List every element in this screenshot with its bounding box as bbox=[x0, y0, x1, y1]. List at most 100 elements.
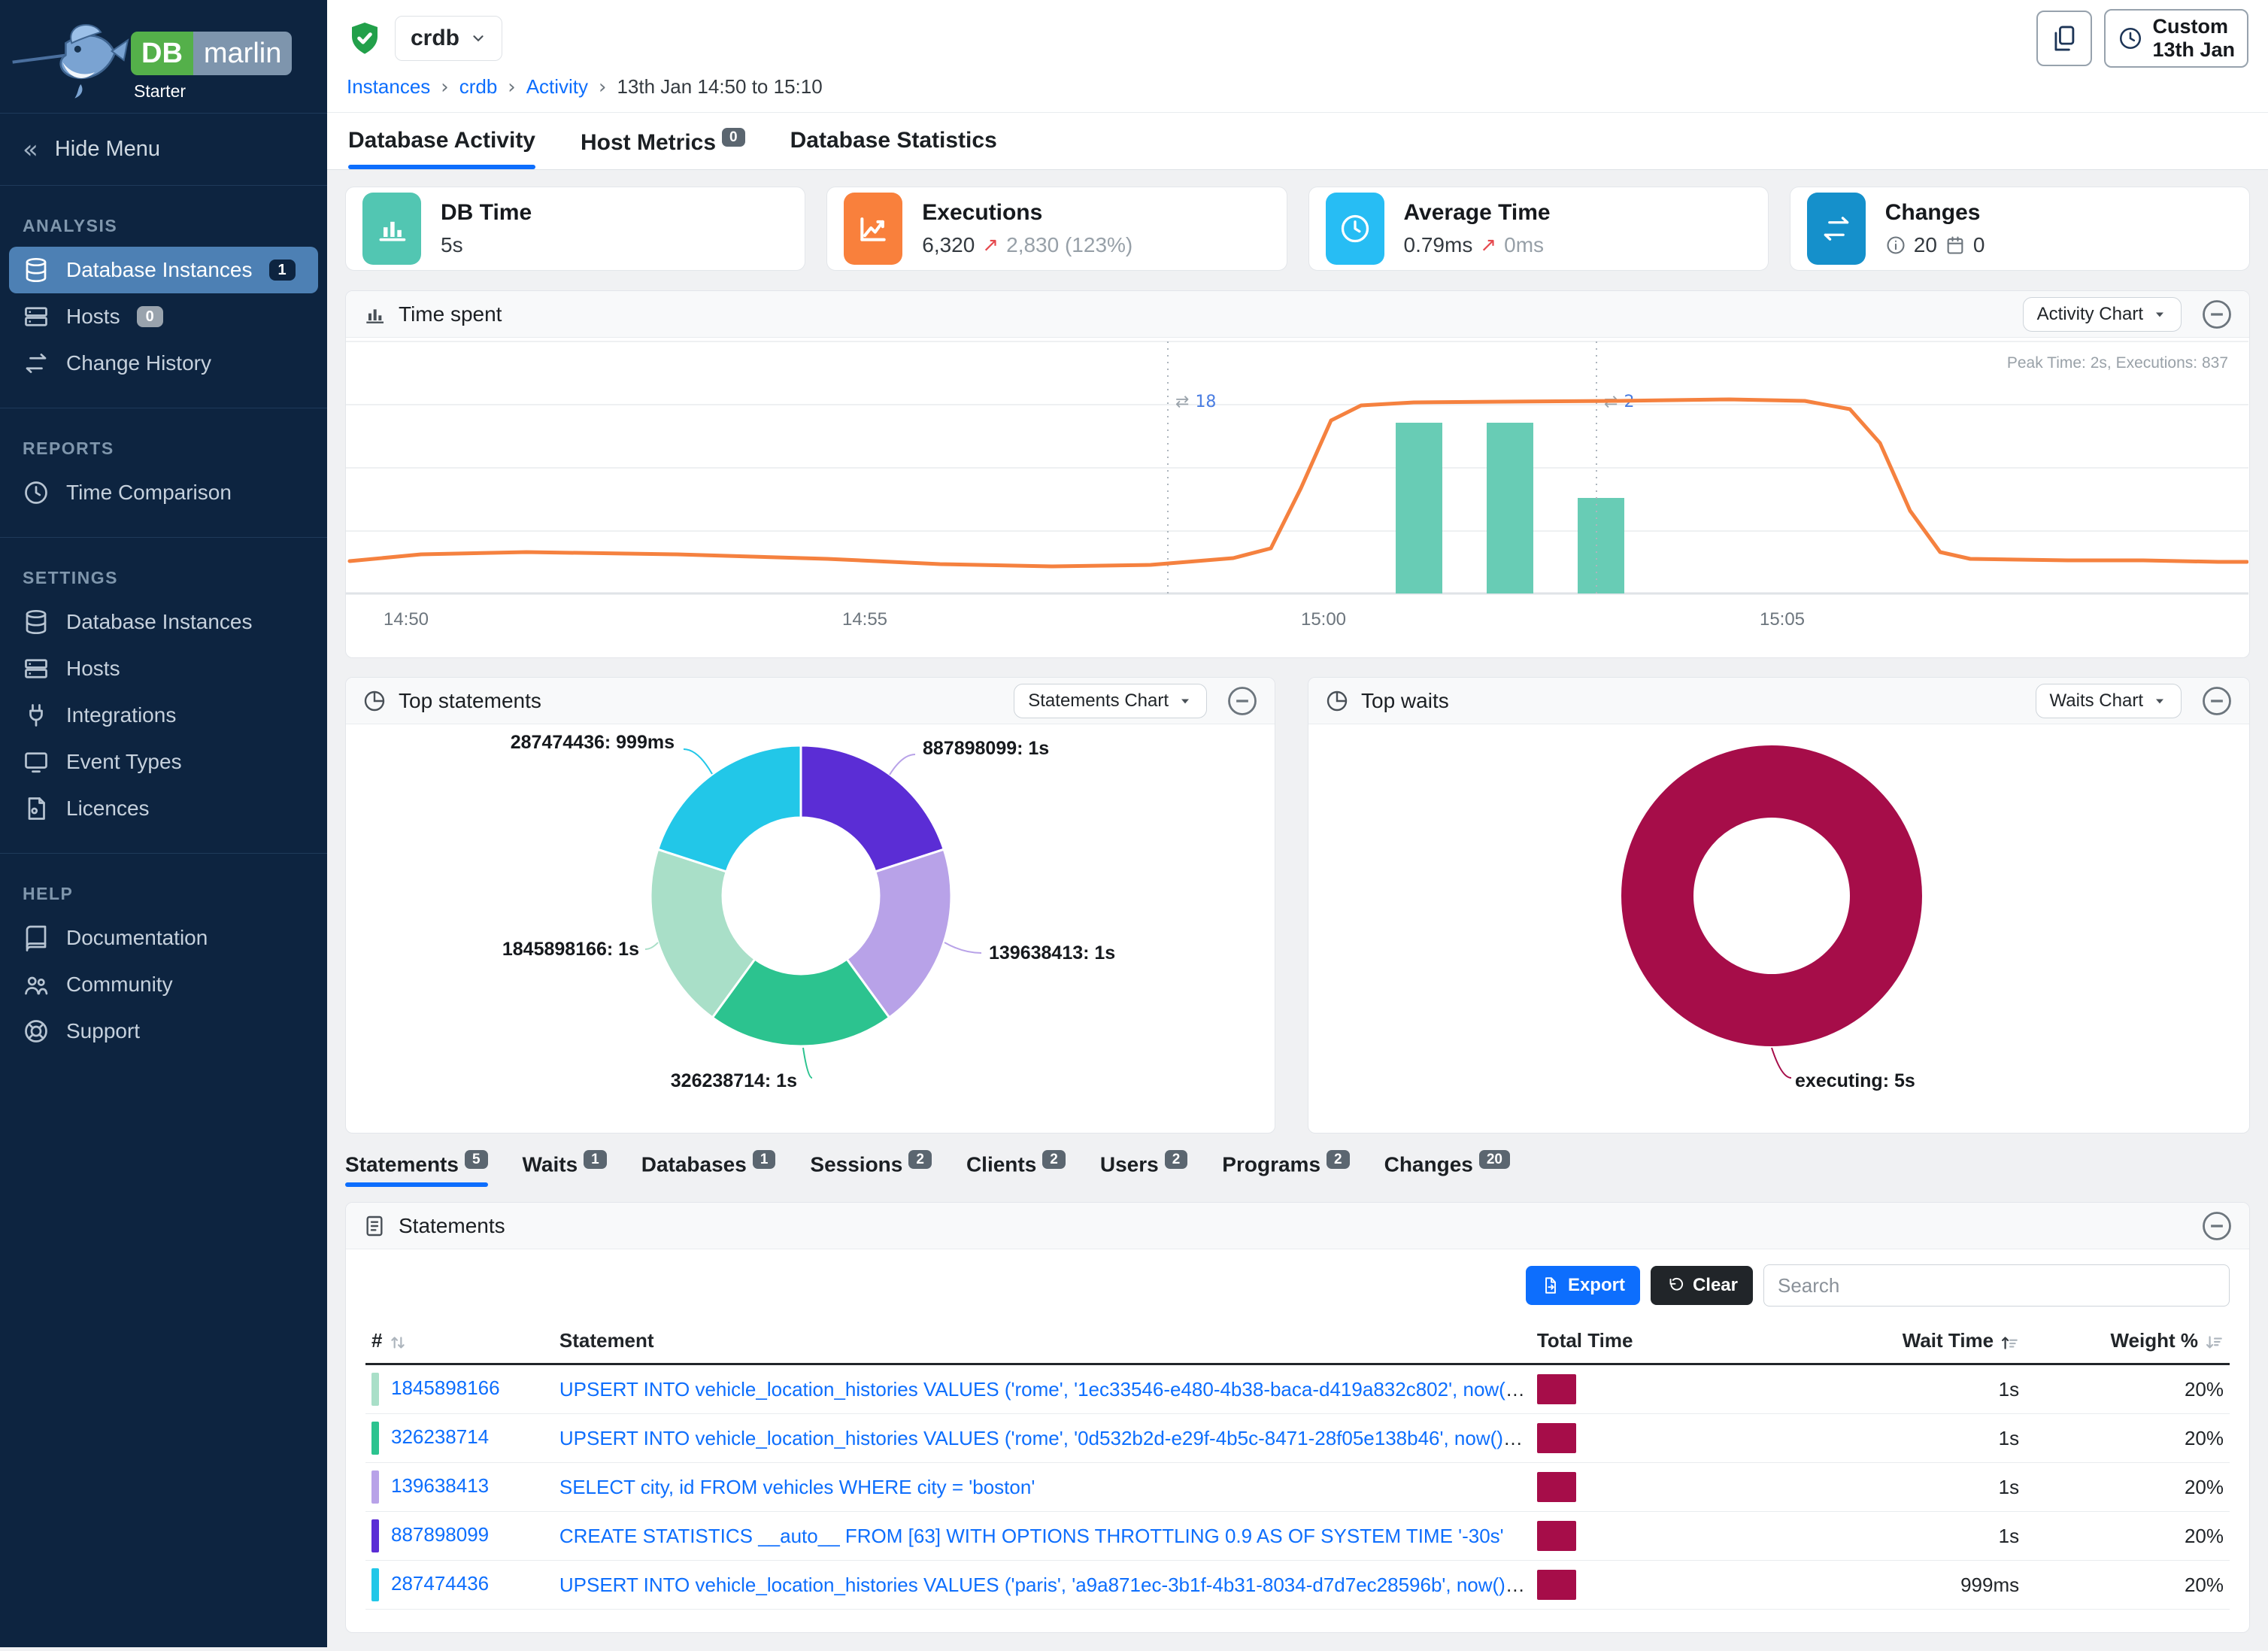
detail-tab-clients[interactable]: Clients 2 bbox=[966, 1150, 1066, 1187]
statements-table: # Statement Total Time Wait Time Weight % 18… bbox=[365, 1319, 2230, 1610]
tab-database-statistics[interactable]: Database Statistics bbox=[790, 128, 997, 153]
sidebar-item-licences[interactable]: Licences bbox=[9, 785, 318, 832]
export-button[interactable]: Export bbox=[1525, 1266, 1640, 1306]
detail-tab-users[interactable]: Users 2 bbox=[1100, 1150, 1188, 1187]
activity-chart-select[interactable]: Activity Chart bbox=[2022, 296, 2182, 332]
sidebar-item-documentation[interactable]: Documentation bbox=[9, 915, 318, 961]
instance-selector[interactable]: crdb bbox=[395, 16, 503, 62]
cell-total-time bbox=[1530, 1511, 1772, 1561]
col-id[interactable]: # bbox=[365, 1319, 553, 1366]
statements-chart-select[interactable]: Statements Chart bbox=[1014, 683, 1207, 718]
sidebar-item-community[interactable]: Community bbox=[9, 961, 318, 1008]
col-total-time[interactable]: Total Time bbox=[1530, 1319, 1772, 1366]
time-spent-chart[interactable]: Peak Time: 2s, Executions: 837 ⇄ 18 ⇄ 2 14:5… bbox=[346, 338, 2249, 657]
trend-up-icon: ↗ bbox=[982, 234, 999, 257]
sidebar-badge: 1 bbox=[268, 259, 296, 281]
collapse-left-icon: « bbox=[23, 134, 38, 165]
breadcrumb-link-instances[interactable]: Instances bbox=[347, 75, 431, 99]
collapse-panel-icon[interactable] bbox=[2201, 685, 2233, 717]
sidebar-item-support[interactable]: Support bbox=[9, 1008, 318, 1055]
detail-tab-waits[interactable]: Waits 1 bbox=[523, 1150, 607, 1187]
copy-link-button[interactable] bbox=[2036, 11, 2093, 67]
database-icon bbox=[23, 256, 50, 284]
statement-sql-link[interactable]: UPSERT INTO vehicle_location_histories V… bbox=[559, 1426, 1531, 1449]
cell-wait-time: 1s bbox=[1771, 1364, 2050, 1415]
svg-text:14:55: 14:55 bbox=[842, 609, 887, 630]
table-row: 326238714 UPSERT INTO vehicle_location_hi… bbox=[365, 1413, 2230, 1464]
col-wait-time[interactable]: Wait Time bbox=[1771, 1319, 2050, 1366]
sidebar-item-integrations[interactable]: Integrations bbox=[9, 692, 318, 739]
cell-statement: UPSERT INTO vehicle_location_histories V… bbox=[553, 1560, 1531, 1610]
cell-weight: 20% bbox=[2049, 1511, 2230, 1561]
collapse-panel-icon[interactable] bbox=[2201, 299, 2233, 330]
cell-wait-time: 1s bbox=[1771, 1462, 2050, 1513]
barchart-icon bbox=[362, 193, 421, 266]
total-time-bar bbox=[1536, 1570, 1576, 1601]
sidebar-item-change-history[interactable]: Change History bbox=[9, 340, 318, 387]
svg-text:15:00: 15:00 bbox=[1301, 609, 1346, 630]
time-range-line2: 13th Jan bbox=[2152, 38, 2235, 62]
sidebar-item-event-types[interactable]: Event Types bbox=[9, 739, 318, 785]
svg-text:executing: 5s: executing: 5s bbox=[1795, 1070, 1915, 1091]
copy-icon bbox=[2050, 24, 2078, 53]
statements-donut[interactable]: 887898099: 1s 139638413: 1s 326238714: 1s 1… bbox=[346, 724, 1275, 1133]
statement-sql-link[interactable]: UPSERT INTO vehicle_location_histories V… bbox=[559, 1573, 1531, 1596]
cell-weight: 20% bbox=[2049, 1560, 2230, 1610]
sidebar-item-label: Documentation bbox=[66, 926, 208, 949]
statement-id-link[interactable]: 287474436 bbox=[391, 1572, 490, 1595]
detail-tab-sessions[interactable]: Sessions 2 bbox=[810, 1150, 932, 1187]
sidebar-item-database-instances[interactable]: Database Instances 1 bbox=[9, 247, 318, 293]
detail-tab-databases[interactable]: Databases 1 bbox=[641, 1150, 776, 1187]
waits-donut[interactable]: executing: 5s bbox=[1308, 724, 2249, 1133]
section-title: ANALYSIS bbox=[23, 216, 118, 235]
sidebar-section-settings: SETTINGS Database Instances Hosts Integrati… bbox=[0, 538, 327, 854]
sidebar-item-database-instances[interactable]: Database Instances bbox=[9, 599, 318, 645]
statement-color-chip bbox=[371, 1422, 379, 1455]
table-row: 287474436 UPSERT INTO vehicle_location_hi… bbox=[365, 1560, 2230, 1610]
metric-card-executions: Executions 6,320 ↗ 2,830 (123%) bbox=[826, 187, 1287, 272]
col-statement[interactable]: Statement bbox=[553, 1319, 1531, 1366]
breadcrumb-link-activity[interactable]: Activity bbox=[526, 75, 589, 99]
statement-sql-link[interactable]: SELECT city, id FROM vehicles WHERE city… bbox=[559, 1475, 1035, 1498]
cell-id: 326238714 bbox=[365, 1413, 553, 1464]
cell-id: 887898099 bbox=[365, 1511, 553, 1561]
metric-card-average-time: Average Time 0.79ms ↗ 0ms bbox=[1308, 187, 1769, 272]
clear-button[interactable]: Clear bbox=[1650, 1266, 1753, 1306]
sidebar-item-hosts[interactable]: Hosts 0 bbox=[9, 293, 318, 340]
cell-total-time bbox=[1530, 1560, 1772, 1610]
cell-statement: UPSERT INTO vehicle_location_histories V… bbox=[553, 1364, 1531, 1415]
main: crdb Custom 13th Jan Instances › crdb › Acti… bbox=[327, 0, 2268, 1651]
detail-tab-changes[interactable]: Changes 20 bbox=[1384, 1150, 1510, 1187]
statement-sql-link[interactable]: CREATE STATISTICS __auto__ FROM [63] WIT… bbox=[559, 1524, 1504, 1547]
info-icon bbox=[1885, 235, 1906, 256]
detail-tab-statements[interactable]: Statements 5 bbox=[345, 1150, 488, 1188]
tab-host-metrics[interactable]: Host Metrics 0 bbox=[581, 128, 745, 169]
brand-badge: DB marlin bbox=[131, 32, 293, 75]
breadcrumb-separator: › bbox=[599, 75, 607, 99]
sidebar-item-hosts[interactable]: Hosts bbox=[9, 645, 318, 692]
detail-tab-programs[interactable]: Programs 2 bbox=[1222, 1150, 1350, 1187]
calendar-icon bbox=[1945, 235, 1966, 256]
time-range-button[interactable]: Custom 13th Jan bbox=[2104, 9, 2248, 68]
waits-chart-select[interactable]: Waits Chart bbox=[2035, 683, 2182, 718]
hide-menu-label: Hide Menu bbox=[54, 137, 161, 161]
time-spent-title: Time spent bbox=[399, 302, 502, 326]
collapse-panel-icon[interactable] bbox=[2201, 1210, 2233, 1242]
hide-menu-button[interactable]: « Hide Menu bbox=[0, 114, 327, 186]
book-icon bbox=[23, 924, 50, 951]
statements-table-title: Statements bbox=[399, 1213, 505, 1237]
collapse-panel-icon[interactable] bbox=[1226, 685, 1258, 717]
tab-database-activity[interactable]: Database Activity bbox=[348, 128, 535, 170]
search-input[interactable] bbox=[1763, 1264, 2230, 1307]
statement-sql-link[interactable]: UPSERT INTO vehicle_location_histories V… bbox=[559, 1377, 1531, 1401]
statement-id-link[interactable]: 1845898166 bbox=[391, 1376, 500, 1400]
cell-id: 287474436 bbox=[365, 1560, 553, 1610]
statement-id-link[interactable]: 887898099 bbox=[391, 1523, 490, 1546]
top-statements-title: Top statements bbox=[399, 688, 541, 712]
breadcrumb-link-crdb[interactable]: crdb bbox=[459, 75, 498, 99]
sidebar-item-time-comparison[interactable]: Time Comparison bbox=[9, 469, 318, 516]
sidebar-item-label: Licences bbox=[66, 797, 150, 820]
col-weight[interactable]: Weight % bbox=[2049, 1319, 2230, 1366]
statement-id-link[interactable]: 139638413 bbox=[391, 1474, 490, 1498]
statement-id-link[interactable]: 326238714 bbox=[391, 1425, 490, 1449]
